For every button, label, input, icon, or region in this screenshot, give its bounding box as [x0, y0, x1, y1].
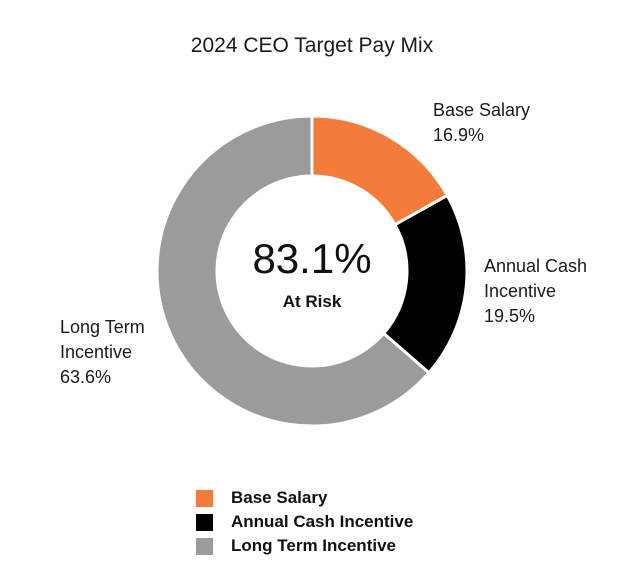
legend-item-long-term-incentive: Long Term Incentive: [196, 534, 413, 558]
slice-label-line: Annual Cash: [484, 256, 588, 276]
legend: Base Salary Annual Cash Incentive Long T…: [196, 486, 413, 558]
legend-swatch: [196, 513, 213, 531]
slice-value-label: 19.5%: [484, 306, 536, 326]
legend-swatch: [196, 489, 213, 507]
slice-label-line: Incentive: [484, 281, 557, 301]
legend-label: Annual Cash Incentive: [231, 512, 414, 531]
legend-item-base-salary: Base Salary: [196, 486, 413, 510]
legend-label: Base Salary: [231, 488, 328, 507]
slice-value-label: 16.9%: [433, 125, 485, 145]
donut-slice-long-term-incentive: [155, 114, 432, 428]
legend-swatch: [196, 537, 213, 555]
center-at-risk-value: 83.1%: [252, 235, 372, 282]
slice-label-base-salary: Base Salary 16.9%: [433, 98, 530, 148]
slice-value-label: 63.6%: [60, 367, 112, 387]
slice-label-annual-cash-incentive: Annual Cash Incentive 19.5%: [484, 254, 587, 329]
slice-label-long-term-incentive: Long Term Incentive 63.6%: [60, 315, 145, 390]
slice-label-line: Incentive: [60, 342, 133, 362]
slice-label-line: Long Term: [60, 317, 145, 337]
slice-label-line: Base Salary: [433, 100, 531, 120]
center-at-risk-caption: At Risk: [282, 292, 342, 311]
donut-slices: [155, 114, 469, 428]
chart-title: 2024 CEO Target Pay Mix: [190, 34, 434, 57]
legend-label: Long Term Incentive: [231, 536, 396, 555]
legend-item-annual-cash-incentive: Annual Cash Incentive: [196, 510, 413, 534]
